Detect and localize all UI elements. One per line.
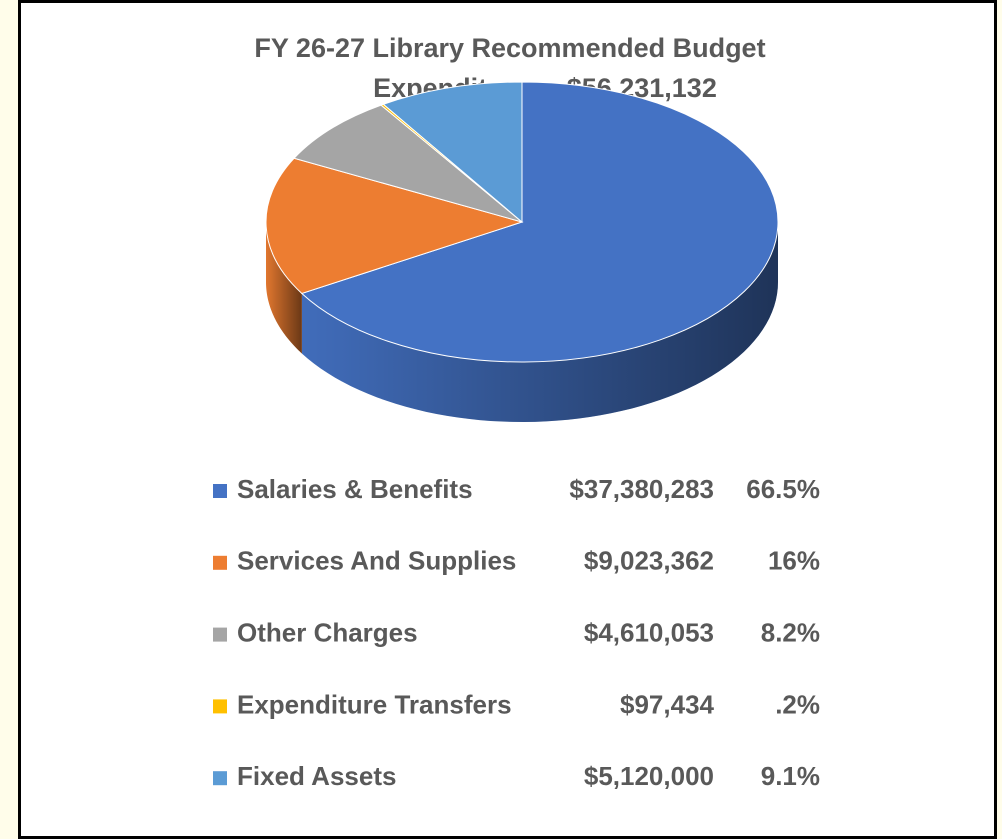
slice-side-shade: [266, 222, 302, 354]
legend-label: Other Charges: [237, 617, 418, 647]
slice: [382, 81, 523, 224]
chart-title: FY 26-27 Library Recommended Budget: [254, 33, 765, 63]
legend-percent: 8.2%: [761, 617, 820, 647]
legend-label: Fixed Assets: [237, 761, 396, 791]
legend-percent: 66.5%: [746, 474, 820, 504]
legend-label: Services And Supplies: [237, 546, 516, 576]
legend-percent: 9.1%: [761, 761, 820, 791]
legend-value: $97,434: [620, 689, 715, 719]
legend-swatch: [213, 555, 227, 570]
slice: [300, 81, 779, 363]
legend-label: Expenditure Transfers: [237, 689, 512, 719]
legend-value: $5,120,000: [584, 761, 714, 791]
slice: [265, 157, 524, 295]
legend-label: Salaries & Benefits: [237, 474, 473, 504]
legend-percent: 16%: [768, 546, 820, 576]
legend-swatch: [213, 771, 227, 786]
slice: [293, 104, 523, 223]
legend-swatch: [213, 699, 227, 714]
slice-side-shade: [301, 222, 778, 422]
legend-value: $4,610,053: [584, 617, 714, 647]
legend-percent: .2%: [775, 689, 820, 719]
legend-swatch: [213, 627, 227, 642]
legend-swatch: [213, 484, 227, 498]
legend-value: $9,023,362: [584, 546, 714, 576]
legend-value: $37,380,283: [569, 474, 714, 504]
